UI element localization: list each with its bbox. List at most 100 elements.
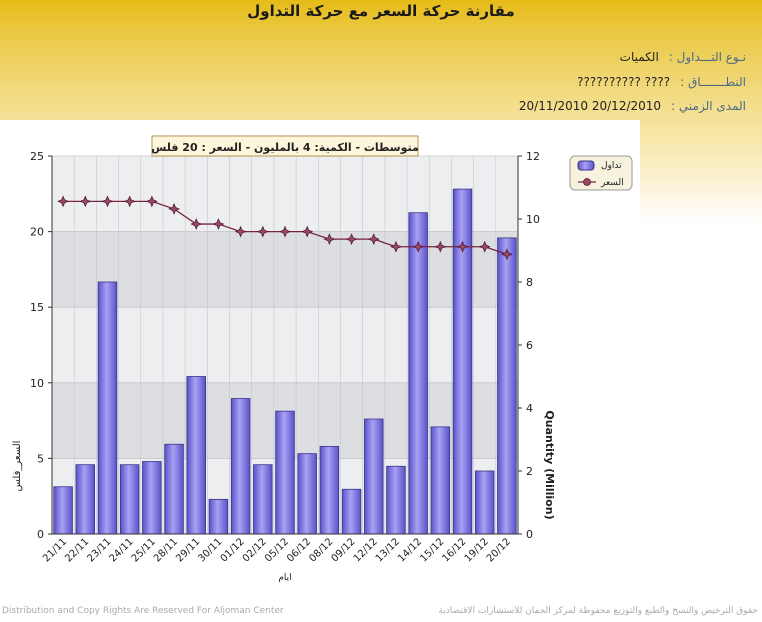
price-marker: [501, 248, 513, 261]
legend-volume-label: تداول: [601, 161, 622, 171]
x-tick-label: 25/11: [130, 536, 158, 564]
price-marker: [57, 195, 69, 208]
price-marker: [434, 240, 447, 253]
plot-band: [52, 156, 518, 232]
volume-bar: [297, 453, 317, 535]
x-tick-label: 30/11: [196, 536, 224, 564]
y-axis-label-right: Quantity (Million): [543, 410, 556, 519]
price-marker: [279, 225, 291, 238]
price-marker: [390, 240, 402, 253]
price-marker: [101, 195, 114, 208]
period-row: المدى الزمني : 20/11/2010 20/12/2010: [519, 99, 746, 113]
x-tick-label: 28/11: [152, 536, 180, 564]
x-tick-label: 14/12: [396, 536, 424, 564]
price-marker: [234, 225, 247, 238]
price-marker: [323, 233, 336, 246]
x-tick-label: 24/11: [108, 536, 136, 564]
price-marker: [190, 218, 203, 230]
x-tick-label: 09/12: [330, 536, 358, 564]
legend: تداول السعر: [569, 155, 633, 191]
x-tick-label: 22/11: [63, 536, 91, 564]
x-axis-label: ايام: [278, 573, 291, 583]
x-tick-label: 05/12: [263, 536, 291, 564]
legend-marker-swatch: [583, 178, 591, 186]
footer-copyright-ar: حقوق الترخيص والنسخ والطبع والتوزيع محفو…: [438, 606, 758, 616]
y-tick-label-right: 0: [526, 528, 533, 541]
volume-bar: [164, 443, 184, 535]
chart-container: 0 5 10 15 20 25 0 2 4 6 8 10 12 21/11 22/11 23/11 24/11…: [0, 120, 640, 592]
price-marker: [168, 203, 180, 215]
price-marker: [256, 225, 269, 238]
volume-bar: [186, 376, 206, 535]
volume-bar: [253, 464, 273, 535]
x-tick-label: 13/12: [374, 536, 402, 564]
volume-bar: [452, 188, 473, 535]
volume-bar: [53, 486, 73, 535]
price-line: [57, 195, 513, 261]
y-tick-label-right: 12: [526, 150, 540, 163]
plot-band: [52, 307, 518, 383]
range-row: النطـــــــاق : ???? ??????????: [577, 75, 746, 89]
range-label: النطـــــــاق :: [680, 75, 746, 89]
x-tick-label: 20/12: [485, 536, 513, 564]
x-tick-labels: 21/1122/1123/1124/1125/1128/1129/1130/11…: [41, 536, 513, 564]
volume-bar: [408, 212, 428, 535]
trading-type-value: الكميات: [619, 50, 659, 64]
price-marker: [345, 233, 358, 246]
x-tick-label: 01/12: [219, 536, 247, 564]
tick-labels: 0 5 10 15 20 25 0 2 4 6 8 10 12: [30, 150, 540, 541]
y-tick-label-right: 2: [526, 465, 533, 478]
price-marker: [79, 195, 92, 208]
price-marker: [123, 195, 136, 208]
period-label: المدى الزمني :: [671, 99, 746, 113]
y-tick-label-right: 4: [526, 402, 533, 415]
volume-bar: [364, 418, 384, 535]
y-tick-label-right: 6: [526, 339, 533, 352]
volume-bars: [53, 188, 517, 535]
legend-bar-swatch: [577, 160, 595, 171]
volume-bar: [319, 446, 340, 535]
price-marker: [412, 240, 425, 253]
y-tick-label-left: 15: [30, 301, 44, 314]
volume-bar: [341, 488, 362, 535]
page-title: مقارنة حركة السعر مع حركة التداول: [247, 2, 515, 20]
y-tick-label-left: 10: [30, 377, 44, 390]
legend-price-label: السعر: [600, 178, 624, 188]
x-tick-label: 15/12: [418, 536, 446, 564]
volume-bar: [386, 465, 406, 535]
volume-bar: [97, 281, 118, 535]
volume-bar: [208, 498, 229, 535]
chart-title: متوسطات - الكمية: 4 بالمليون - السعر : 2…: [151, 141, 419, 154]
x-tick-label: 06/12: [285, 536, 313, 564]
price-marker: [301, 225, 314, 238]
period-value: 20/11/2010 20/12/2010: [518, 99, 662, 113]
volume-bar: [119, 464, 140, 535]
price-marker: [456, 240, 469, 253]
chart-title-box: متوسطات - الكمية: 4 بالمليون - السعر : 2…: [151, 135, 419, 157]
price-marker: [478, 240, 491, 253]
volume-bar: [142, 461, 162, 535]
y-tick-label-left: 5: [37, 452, 44, 465]
volume-bar: [497, 237, 517, 535]
x-tick-label: 08/12: [307, 536, 335, 564]
range-value: ???? ??????????: [577, 75, 671, 89]
volume-bar: [430, 426, 451, 535]
price-marker: [367, 233, 380, 246]
footer-copyright-en: Distribution and Copy Rights Are Reserve…: [2, 606, 284, 616]
x-tick-label: 16/12: [440, 536, 468, 564]
volume-bar: [474, 470, 495, 535]
volume-bar: [230, 398, 251, 535]
y-axis-label-left: السعر_فلس: [12, 441, 23, 492]
price-volume-chart: 0 5 10 15 20 25 0 2 4 6 8 10 12 21/1122/1123/1124/11…: [12, 135, 633, 583]
x-tick-label: 19/12: [463, 536, 491, 564]
x-tick-label: 21/11: [41, 536, 69, 564]
trading-type-row: نـوع التـــداول : الكميات: [620, 50, 746, 64]
price-marker: [212, 218, 225, 230]
volume-bar: [275, 410, 295, 535]
trading-type-label: نـوع التـــداول :: [668, 50, 746, 64]
x-tick-label: 12/12: [352, 536, 380, 564]
x-tick-label: 23/11: [85, 536, 113, 564]
y-tick-label-right: 8: [526, 276, 533, 289]
price-marker: [145, 195, 158, 208]
plot-band: [52, 231, 518, 308]
